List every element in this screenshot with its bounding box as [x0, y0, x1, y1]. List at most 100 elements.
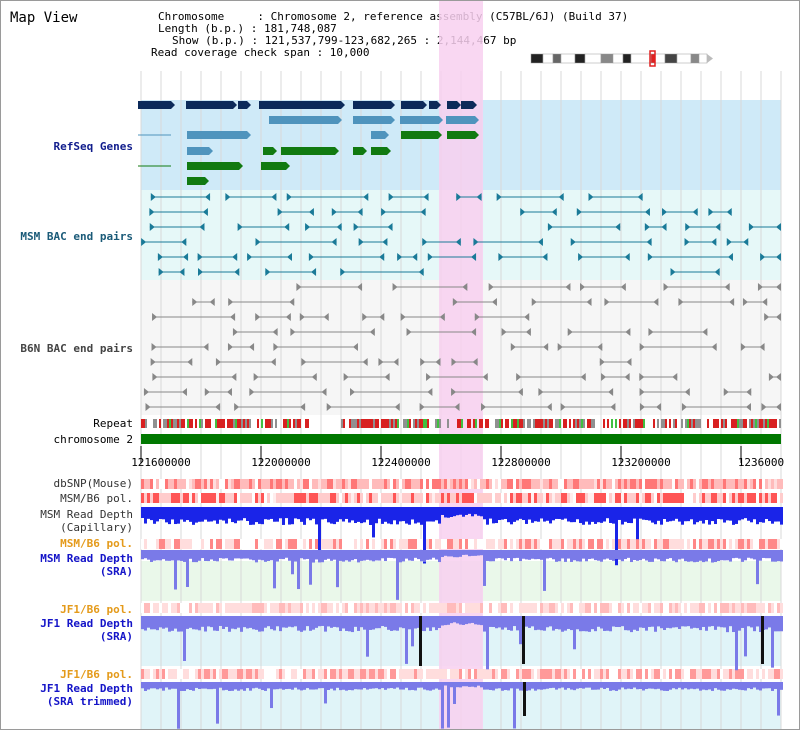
polymorphism-cell — [225, 539, 228, 549]
read-depth-bar — [231, 682, 234, 691]
polymorphism-cell — [540, 669, 543, 679]
bac-end-marker — [684, 388, 690, 396]
polymorphism-cell — [648, 539, 651, 549]
polymorphism-cell — [765, 603, 768, 613]
polymorphism-cell — [306, 493, 309, 503]
read-depth-bar — [294, 616, 297, 627]
read-depth-bar — [486, 550, 489, 561]
repeat-feature — [527, 419, 529, 428]
bac-end-marker — [639, 373, 645, 381]
read-depth-bar — [714, 507, 717, 525]
polymorphism-cell — [213, 669, 216, 679]
polymorphism-cell — [438, 479, 441, 489]
bac-end-marker — [586, 298, 592, 306]
read-depth-bar — [531, 682, 534, 689]
polymorphism-cell — [672, 479, 675, 489]
repeat-feature — [769, 419, 771, 428]
polymorphism-cell — [279, 493, 282, 503]
read-depth-bar — [471, 550, 474, 556]
repeat-feature — [579, 419, 581, 428]
repeat-feature — [171, 419, 173, 428]
read-depth-bar — [531, 550, 534, 559]
polymorphism-cell — [474, 603, 477, 613]
read-depth-bar — [768, 616, 771, 628]
read-depth-bar — [588, 550, 591, 559]
polymorphism-cell — [144, 479, 147, 489]
refseq-gene — [138, 101, 171, 109]
repeat-feature — [505, 419, 507, 428]
polymorphism-cell — [612, 493, 615, 503]
refseq-genes-label[interactable]: RefSeq Genes — [53, 140, 133, 153]
polymorphism-cell — [309, 479, 312, 489]
read-depth-bar — [324, 550, 327, 560]
read-depth-bar — [621, 682, 624, 688]
msm-bac-end-pairs-label[interactable]: MSM BAC end pairs — [20, 230, 133, 243]
polymorphism-cell — [372, 493, 375, 503]
polymorphism-cell — [261, 479, 264, 489]
polymorphism-cell — [279, 603, 282, 613]
refseq-gene — [259, 101, 341, 109]
polymorphism-cell — [666, 539, 669, 549]
bac-end-marker — [639, 343, 645, 351]
polymorphism-cell — [249, 539, 252, 549]
read-depth-bar — [468, 616, 471, 624]
refseq-gene — [186, 101, 233, 109]
read-depth-bar — [255, 507, 258, 523]
read-depth-bar — [360, 507, 363, 524]
polymorphism-cell — [141, 669, 144, 679]
repeat-feature — [365, 419, 367, 428]
read-depth-bar — [765, 550, 768, 559]
polymorphism-cell — [558, 539, 561, 549]
polymorphism-cell — [411, 493, 414, 503]
polymorphism-cell — [465, 479, 468, 489]
read-depth-bar — [213, 507, 216, 521]
bac-end-marker — [249, 388, 255, 396]
bac-end-marker — [776, 373, 781, 381]
read-depth-bar — [240, 550, 243, 559]
polymorphism-cell — [474, 479, 477, 489]
read-depth-bar — [168, 616, 171, 632]
read-depth-bar — [561, 550, 564, 559]
polymorphism-cell — [297, 603, 300, 613]
read-depth-bar — [624, 682, 627, 690]
refseq-gene — [353, 101, 391, 109]
polymorphism-cell — [306, 539, 309, 549]
polymorphism-cell — [333, 539, 336, 549]
polymorphism-cell — [342, 669, 345, 679]
b6n-bac-end-pairs-label[interactable]: B6N BAC end pairs — [20, 342, 133, 355]
read-depth-bar — [732, 682, 735, 689]
bac-end-marker — [471, 253, 477, 261]
read-depth-bar — [579, 550, 582, 562]
polymorphism-cell — [573, 603, 576, 613]
polymorphism-cell — [579, 539, 582, 549]
read-depth-bar — [594, 616, 597, 632]
bac-end-marker — [708, 208, 714, 216]
read-depth-bar — [393, 682, 396, 689]
read-depth-bar — [570, 507, 573, 523]
read-depth-bar — [210, 616, 213, 628]
polymorphism-cell — [513, 669, 516, 679]
bac-end-marker — [357, 283, 363, 291]
read-depth-bar — [213, 682, 216, 689]
refseq-gene — [269, 116, 338, 124]
repeat-feature — [271, 419, 273, 428]
polymorphism-cell — [231, 479, 234, 489]
polymorphism-cell — [570, 603, 573, 613]
read-depth-bar — [204, 550, 207, 562]
read-depth-bar — [669, 507, 672, 522]
read-depth-bar — [291, 507, 294, 525]
read-depth-bar — [546, 682, 549, 689]
read-depth-bar — [279, 616, 282, 632]
read-depth-bar — [702, 616, 705, 627]
polymorphism-cell — [387, 479, 390, 489]
read-depth-bar — [618, 682, 621, 690]
axis-tick-label: 121600000 — [131, 456, 191, 469]
repeat-feature — [307, 419, 309, 428]
bac-end-marker — [420, 358, 426, 366]
polymorphism-cell — [297, 479, 300, 489]
bac-end-marker — [578, 253, 584, 261]
bac-end-marker — [362, 313, 368, 321]
polymorphism-cell — [357, 493, 360, 503]
polymorphism-cell — [312, 603, 315, 613]
